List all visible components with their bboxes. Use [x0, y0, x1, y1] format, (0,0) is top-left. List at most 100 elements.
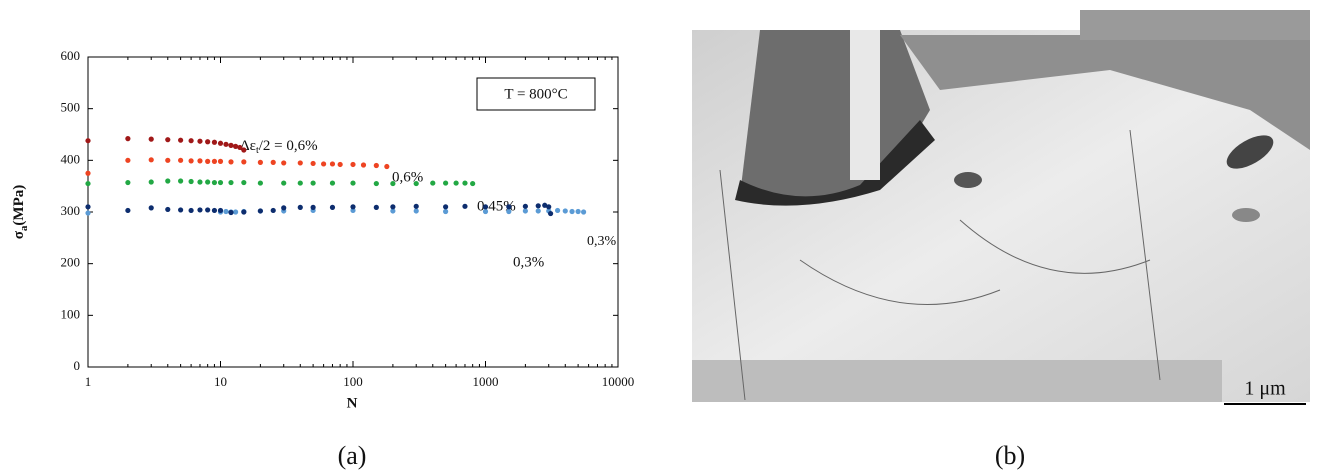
- x-axis-label: N: [347, 395, 358, 411]
- data-point: [374, 181, 379, 186]
- data-point: [241, 209, 246, 214]
- data-point: [390, 204, 395, 209]
- data-point: [350, 180, 355, 185]
- x-tick-label: 1: [85, 374, 92, 389]
- data-point: [443, 180, 448, 185]
- data-point: [350, 162, 355, 167]
- data-point: [205, 179, 210, 184]
- y-tick-label: 200: [61, 255, 81, 270]
- data-point: [330, 180, 335, 185]
- data-point: [218, 180, 223, 185]
- micrograph: [692, 10, 1310, 402]
- data-point: [506, 209, 511, 214]
- y-tick-label: 0: [74, 358, 81, 373]
- y-axis-label: σa(MPa): [11, 185, 29, 239]
- data-point: [298, 160, 303, 165]
- data-point: [258, 208, 263, 213]
- data-point: [361, 162, 366, 167]
- data-point: [569, 209, 574, 214]
- data-point: [321, 161, 326, 166]
- data-point: [197, 139, 202, 144]
- data-point: [374, 205, 379, 210]
- data-point: [330, 161, 335, 166]
- data-point: [212, 180, 217, 185]
- data-point: [218, 208, 223, 213]
- x-tick-label: 10000: [602, 374, 635, 389]
- data-point: [462, 180, 467, 185]
- data-point: [218, 159, 223, 164]
- data-point: [506, 204, 511, 209]
- data-point: [281, 160, 286, 165]
- data-point: [197, 207, 202, 212]
- data-point: [350, 204, 355, 209]
- data-point: [85, 210, 90, 215]
- data-point: [330, 205, 335, 210]
- data-point: [149, 157, 154, 162]
- data-point: [178, 158, 183, 163]
- data-point: [197, 179, 202, 184]
- y-tick-label: 100: [61, 306, 81, 321]
- data-point: [454, 180, 459, 185]
- data-point: [212, 208, 217, 213]
- data-point: [178, 178, 183, 183]
- data-point: [241, 159, 246, 164]
- data-point: [149, 205, 154, 210]
- data-point: [165, 178, 170, 183]
- data-point: [536, 208, 541, 213]
- data-point: [178, 138, 183, 143]
- data-point: [563, 208, 568, 213]
- data-point: [338, 162, 343, 167]
- x-tick-label: 100: [343, 374, 363, 389]
- data-point: [462, 204, 467, 209]
- data-point: [546, 204, 551, 209]
- data-point: [178, 207, 183, 212]
- data-point: [205, 159, 210, 164]
- data-point: [483, 204, 488, 209]
- data-point: [258, 180, 263, 185]
- data-point: [271, 208, 276, 213]
- data-point: [218, 141, 223, 146]
- annotation: 0,3%: [587, 234, 617, 249]
- data-point: [189, 138, 194, 143]
- data-point: [470, 181, 475, 186]
- data-point: [223, 209, 228, 214]
- data-point: [241, 147, 246, 152]
- data-point: [228, 210, 233, 215]
- data-point: [576, 209, 581, 214]
- data-point: [523, 204, 528, 209]
- data-point: [189, 208, 194, 213]
- data-point: [384, 164, 389, 169]
- data-point: [311, 180, 316, 185]
- data-point: [241, 180, 246, 185]
- data-point: [149, 179, 154, 184]
- y-tick-label: 400: [61, 151, 81, 166]
- data-point: [228, 159, 233, 164]
- data-point: [149, 137, 154, 142]
- page: {"chart_data": {"type": "scatter", "xlab…: [0, 0, 1319, 475]
- x-tick-label: 10: [214, 374, 227, 389]
- data-point: [443, 204, 448, 209]
- data-point: [228, 143, 233, 148]
- data-point: [228, 180, 233, 185]
- data-point: [581, 209, 586, 214]
- data-point: [271, 160, 276, 165]
- data-point: [197, 158, 202, 163]
- data-point: [189, 179, 194, 184]
- annotation-part: /2 = 0,6%: [259, 138, 318, 154]
- data-point: [390, 181, 395, 186]
- data-point: [281, 180, 286, 185]
- data-point: [443, 209, 448, 214]
- data-point: [311, 205, 316, 210]
- y-label-part: (MPa): [11, 185, 27, 226]
- data-point: [85, 171, 90, 176]
- data-point: [189, 158, 194, 163]
- data-point: [298, 180, 303, 185]
- data-point: [85, 181, 90, 186]
- data-point: [523, 208, 528, 213]
- data-point: [430, 180, 435, 185]
- data-point: [165, 207, 170, 212]
- data-point: [212, 159, 217, 164]
- data-point: [212, 140, 217, 145]
- data-point: [205, 207, 210, 212]
- data-point: [258, 160, 263, 165]
